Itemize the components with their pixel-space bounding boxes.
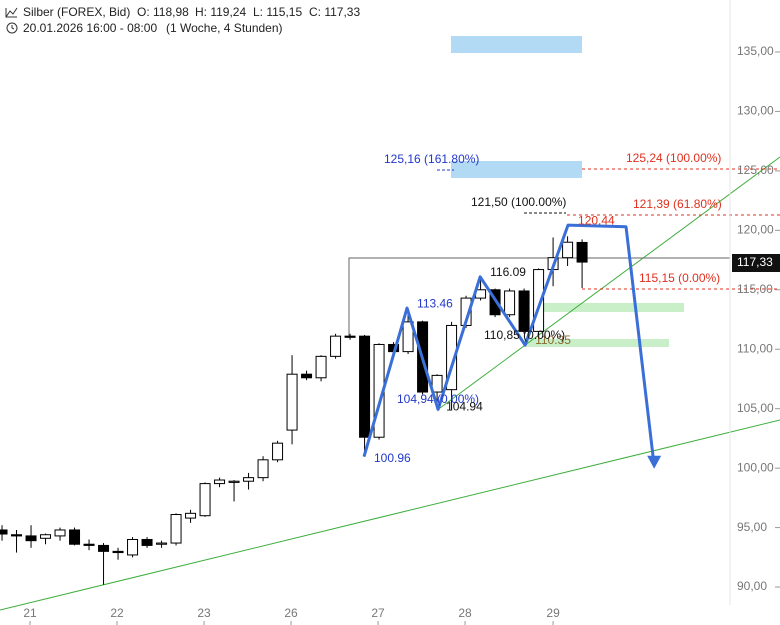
- target-zone: [451, 36, 582, 53]
- candle-body: [25, 535, 37, 542]
- candle-body: [272, 442, 284, 461]
- candle-body: [301, 373, 313, 379]
- candle-body: [141, 538, 153, 546]
- candle-body: [286, 373, 298, 431]
- ohlc-low: L: 115,15: [253, 5, 302, 19]
- fib-label: 125,24 (100.00%): [626, 151, 721, 165]
- x-tick-label: 23: [197, 606, 211, 620]
- candle-body: [518, 290, 530, 332]
- y-tick-label: 95,00: [737, 520, 767, 534]
- candle-body: [69, 529, 81, 545]
- plot: 90,00 95,00 100,00 105,00 110,00 115,00 120,00…: [0, 44, 780, 625]
- candle-body: [0, 529, 8, 535]
- fib-label: 121,39 (61.80%): [633, 197, 722, 211]
- candle-body: [54, 529, 66, 537]
- period: 20.01.2026 16:00 - 08:00: [23, 21, 157, 35]
- ohlc-high: H: 119,24: [195, 5, 246, 19]
- x-tick-label: 26: [284, 606, 298, 620]
- zigzag-label: 120.44: [578, 213, 615, 227]
- target-zone: [451, 161, 582, 178]
- candle-body: [214, 479, 226, 485]
- candle-body: [11, 534, 23, 537]
- x-tick-label: 21: [23, 606, 37, 620]
- candle-body: [243, 477, 255, 482]
- y-tick-label: 125,00: [737, 163, 774, 177]
- y-tick-label: 100,00: [737, 460, 774, 474]
- candle-body: [489, 289, 501, 316]
- candle-body: [504, 290, 516, 316]
- candle-body: [402, 321, 414, 353]
- x-tick-label: 22: [110, 606, 124, 620]
- zigzag-label: 113.46: [417, 296, 453, 310]
- candle-body: [170, 514, 182, 544]
- support-zone: [524, 339, 669, 347]
- candle-body: [40, 534, 52, 539]
- trend-line: [439, 156, 780, 409]
- reference-line: [348, 257, 730, 336]
- arrow-head: [647, 455, 662, 469]
- candle-body: [315, 355, 327, 379]
- ohlc-close: C: 117,33: [309, 5, 360, 19]
- zigzag-label: 116.09: [490, 265, 526, 279]
- zigzag-label: 100.96: [374, 451, 411, 465]
- y-tick-label: 110,00: [737, 341, 773, 355]
- zigzag-label: 104.94: [446, 400, 483, 414]
- candle-body: [156, 542, 168, 545]
- clock-icon: [6, 22, 18, 34]
- fib-label: 115,15 (0.00%): [639, 271, 720, 285]
- x-tick-label: 28: [458, 606, 472, 620]
- fib-label: 110,85 (0.00%): [484, 328, 565, 342]
- candle-body: [330, 335, 342, 357]
- candle-body: [344, 335, 356, 338]
- support-zone: [538, 303, 684, 312]
- chart-icon: [5, 7, 18, 18]
- price-box: [732, 254, 780, 272]
- candle-body: [431, 374, 443, 393]
- candle-body: [562, 241, 574, 259]
- interval: (1 Woche, 4 Stunden): [166, 21, 283, 35]
- y-tick-label: 120,00: [737, 222, 774, 236]
- trend-line: [0, 419, 780, 611]
- candle-body: [576, 241, 588, 263]
- candle-body: [228, 480, 240, 483]
- fib-label: 104,94 (0.00%): [397, 392, 479, 406]
- candle-body: [533, 269, 545, 332]
- y-tick-label: 115,00: [737, 282, 773, 296]
- fib-label: 121,50 (100.00%): [471, 195, 566, 209]
- last-price: 117,33: [737, 255, 773, 269]
- y-tick-label: 130,00: [737, 104, 774, 118]
- candle-body: [359, 335, 371, 438]
- x-tick-label: 29: [546, 606, 560, 620]
- header: Silber (FOREX, Bid) O: 118,98 H: 119,24 …: [5, 5, 360, 35]
- zigzag: [362, 223, 656, 466]
- candle-body: [446, 324, 458, 391]
- y-tick-label: 105,00: [737, 401, 774, 415]
- candle-body: [199, 483, 211, 517]
- candle-body: [112, 550, 124, 554]
- drawings: [0, 0, 780, 611]
- ohlc-open: O: 118,98: [137, 5, 189, 19]
- y-tick-label: 90,00: [737, 579, 767, 593]
- x-tick-label: 27: [371, 606, 385, 620]
- candle-body: [127, 538, 139, 556]
- zigzag-label: 110.35: [535, 333, 571, 347]
- candle-body: [83, 543, 95, 546]
- candle-body: [185, 512, 197, 519]
- fib-label: 125,16 (161.80%): [384, 152, 479, 166]
- candle-body: [98, 544, 110, 552]
- y-tick-label: 135,00: [737, 44, 774, 58]
- instrument: Silber (FOREX, Bid): [23, 5, 130, 19]
- candle-body: [257, 459, 269, 479]
